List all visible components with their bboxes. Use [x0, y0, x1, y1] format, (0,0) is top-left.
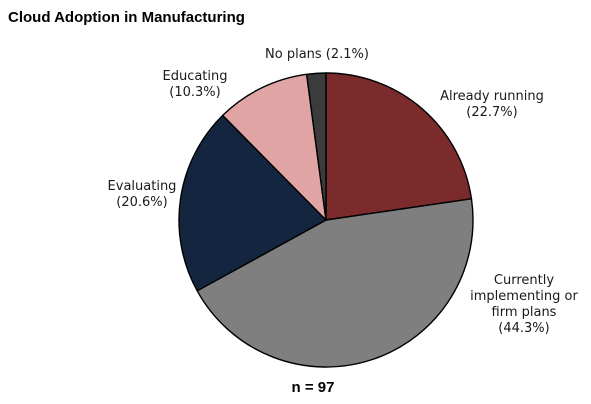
pie-slices: [178, 72, 474, 368]
chart-title: Cloud Adoption in Manufacturing: [8, 9, 245, 26]
slice-label-line: firm plans: [492, 305, 557, 320]
slice-label-already-running: Already running (22.7%): [440, 89, 544, 120]
slice-label-line: No plans (2.1%): [265, 47, 369, 62]
slice-label-line: Currently: [494, 273, 554, 288]
slice-label-line: (44.3%): [498, 321, 549, 336]
slice-label-currently-implementing: Currently implementing or firm plans (44.3%…: [470, 273, 578, 336]
pie-slice-evaluating: [178, 114, 327, 292]
slice-label-line: Already running: [440, 89, 544, 104]
slice-label-line: implementing or: [470, 289, 578, 304]
pie-slice-no-plans: [305, 72, 327, 221]
sample-size-note: n = 97: [292, 379, 335, 396]
slice-label-line: (20.6%): [116, 195, 167, 210]
pie-slice-already-running: [325, 72, 473, 221]
slice-label-line: (22.7%): [466, 105, 517, 120]
slice-label-evaluating: Evaluating (20.6%): [108, 179, 177, 210]
pie-slice-currently-implementing: [196, 198, 474, 368]
pie-slice-educating: [222, 73, 327, 221]
slice-labels: Already running (22.7%) Currently implement…: [108, 47, 579, 336]
slice-label-line: Educating: [162, 69, 227, 84]
slice-label-educating: Educating (10.3%): [162, 69, 227, 100]
slice-label-line: (10.3%): [169, 85, 220, 100]
slice-label-line: Evaluating: [108, 179, 177, 194]
slice-label-no-plans: No plans (2.1%): [265, 47, 369, 62]
